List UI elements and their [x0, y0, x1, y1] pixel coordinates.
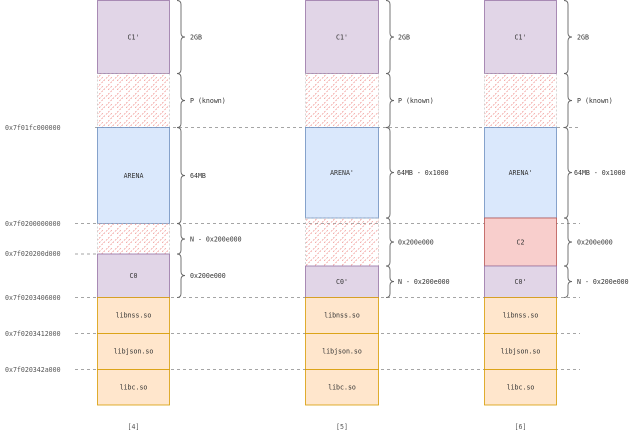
block-label: C0' — [515, 278, 527, 286]
block-label: C0 — [130, 272, 138, 280]
block-label: C0' — [336, 278, 348, 286]
brace-c0 — [176, 253, 186, 298]
address-label: 0x7f0203412000 — [5, 330, 61, 338]
column-caption: [4] — [128, 423, 140, 431]
brace-label: P (known) — [398, 97, 434, 105]
block-label: libnss.so — [324, 312, 360, 320]
block-hatched — [305, 217, 379, 267]
address-label: 0x7f0200000000 — [5, 220, 61, 228]
brace-label: 64MB - 0x1000 — [397, 169, 449, 177]
block-label: libc.so — [328, 384, 356, 392]
address-label: 0x7f020200d000 — [5, 250, 61, 258]
block-label: ARENA' — [509, 169, 533, 177]
brace-2gb — [385, 0, 395, 74]
brace-2gb — [176, 0, 186, 74]
block-c0 — [305, 265, 379, 298]
block-label: libc.so — [507, 384, 535, 392]
brace-p — [385, 73, 395, 128]
block-label: libjson.so — [114, 348, 154, 356]
brace-label: 0x200e000 — [577, 239, 613, 247]
brace-label: N - 0x200e000 — [577, 278, 629, 286]
brace-label: N - 0x200e000 — [398, 278, 450, 286]
brace-label: 2GB — [577, 34, 589, 42]
brace-c0 — [385, 265, 395, 298]
brace-arena — [385, 127, 395, 219]
address-label: 0x7f020342a000 — [5, 366, 61, 374]
brace-p — [563, 73, 573, 128]
brace-arena — [563, 127, 573, 219]
brace-label: 2GB — [190, 34, 202, 42]
block-label: C2 — [517, 239, 525, 247]
brace-group — [176, 0, 186, 298]
brace-label: 64MB — [190, 172, 206, 180]
block-c1 — [305, 0, 379, 74]
address-labels: 0x7f01fc000000 0x7f0200000000 0x7f020200… — [5, 124, 61, 374]
block-label: C1' — [515, 34, 527, 42]
block-libnss — [305, 297, 379, 334]
block-libjson — [97, 333, 170, 370]
block-p-hatched — [484, 73, 557, 128]
block-label: libnss.so — [116, 312, 152, 320]
brace-arena — [176, 127, 186, 224]
block-label: libnss.so — [503, 312, 539, 320]
block-label: libjson.so — [501, 348, 541, 356]
brace-label: 0x200e000 — [398, 239, 434, 247]
block-c0 — [484, 265, 557, 298]
brace-label: P (known) — [190, 97, 226, 105]
brace-label: 64MB - 0x1000 — [574, 169, 626, 177]
brace-p — [176, 73, 186, 128]
block-arena — [97, 127, 170, 224]
block-label: libjson.so — [322, 348, 362, 356]
brace-group — [385, 0, 395, 298]
brace-c0 — [563, 265, 573, 298]
column-6: C1' ARENA' C2 C0' libnss.so libjson.so l… — [484, 0, 629, 431]
brace-label: P (known) — [577, 97, 613, 105]
brace-2gb — [563, 0, 573, 74]
block-c2 — [484, 217, 557, 267]
brace-group — [563, 0, 573, 298]
address-label: 0x7f01fc000000 — [5, 124, 61, 132]
brace-gap — [385, 217, 395, 267]
block-label: ARENA — [124, 172, 144, 180]
brace-n — [176, 223, 186, 255]
column-5: C1' ARENA' C0' libnss.so libjson.so libc… — [305, 0, 450, 431]
brace-label: 2GB — [398, 34, 410, 42]
block-libc — [305, 369, 379, 406]
block-libjson — [305, 333, 379, 370]
block-n-hatched — [97, 223, 170, 255]
brace-c2 — [563, 217, 573, 267]
block-p-hatched — [97, 73, 170, 128]
block-p-hatched — [305, 73, 379, 128]
block-libc — [484, 369, 557, 406]
block-label: libc.so — [120, 384, 148, 392]
brace-label: 0x200e000 — [190, 272, 226, 280]
block-label: C1' — [128, 34, 140, 42]
column-4: C1' ARENA C0 libnss.so libjson.so libc.s… — [97, 0, 242, 431]
column-caption: [6] — [515, 423, 527, 431]
block-libnss — [484, 297, 557, 334]
block-label: ARENA' — [330, 169, 354, 177]
block-c1 — [97, 0, 170, 74]
block-label: C1' — [336, 34, 348, 42]
column-caption: [5] — [336, 423, 348, 431]
block-c0 — [97, 253, 170, 298]
address-label: 0x7f0203406000 — [5, 294, 61, 302]
block-libc — [97, 369, 170, 406]
brace-label: N - 0x200e000 — [190, 236, 242, 244]
block-c1 — [484, 0, 557, 74]
block-arena — [305, 127, 379, 219]
block-arena — [484, 127, 557, 219]
